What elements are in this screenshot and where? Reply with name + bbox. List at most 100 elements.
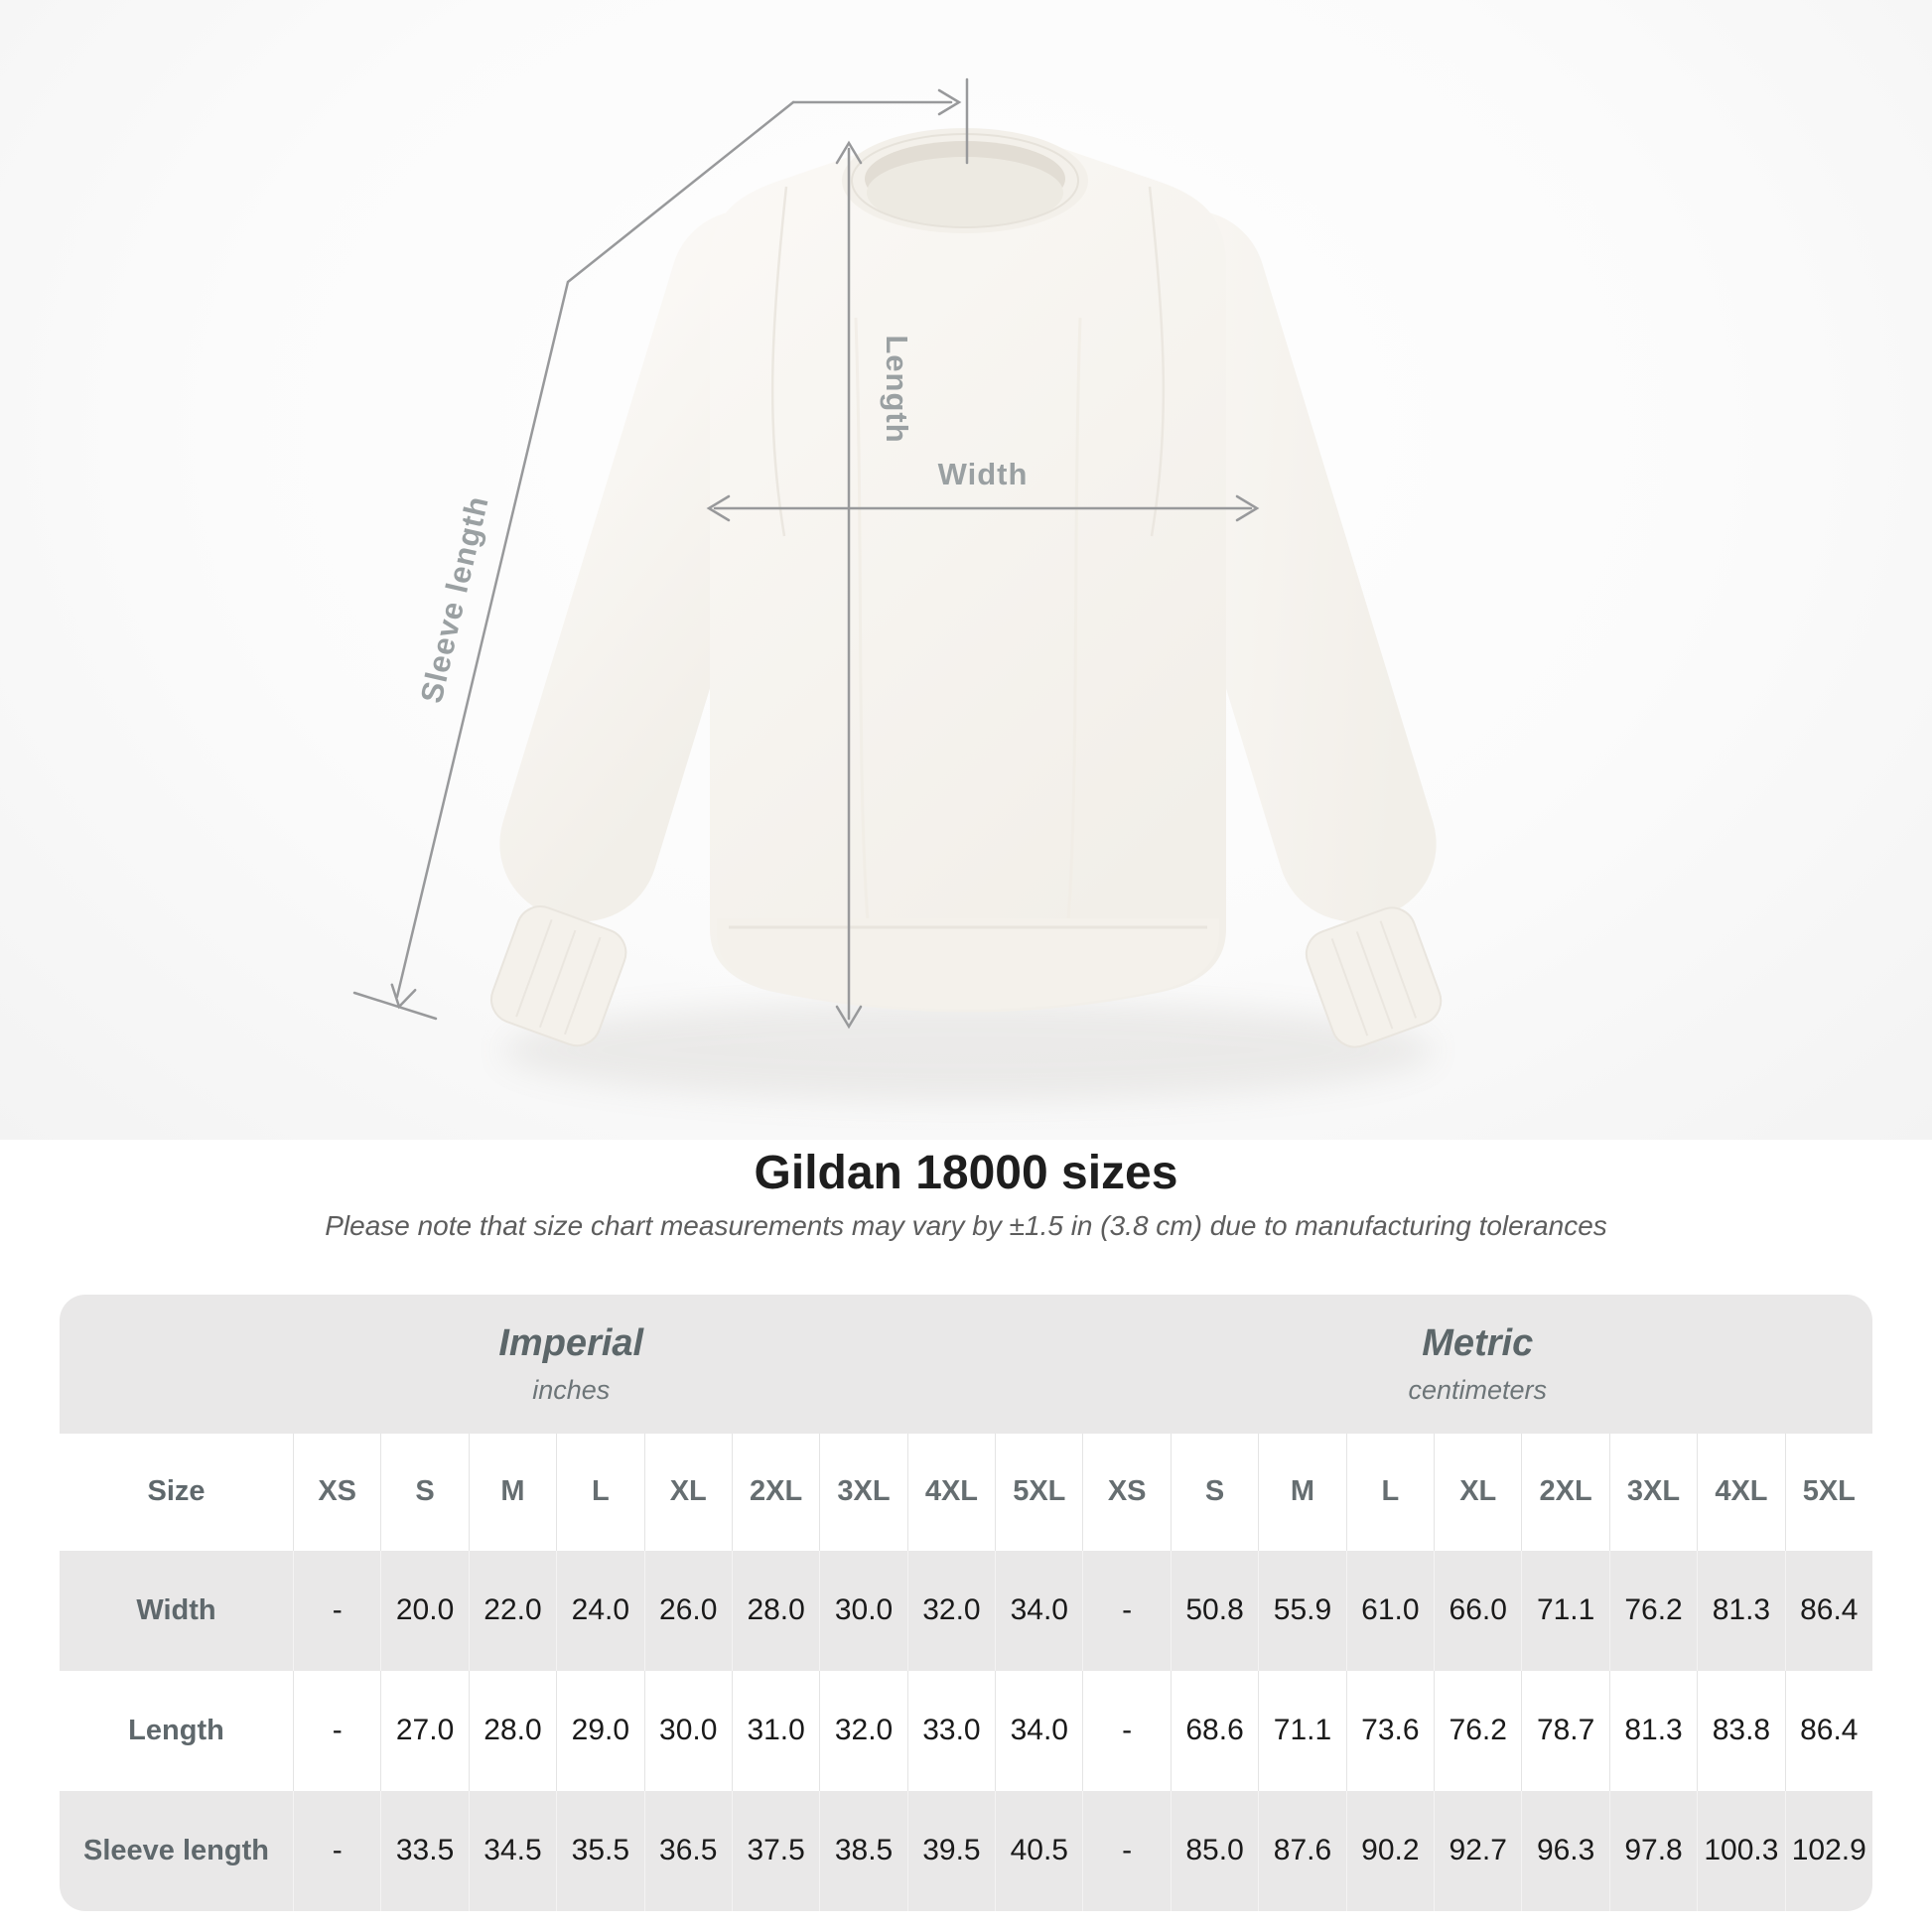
size-col-header-metric-5xl: 5XL <box>1784 1433 1872 1551</box>
value-cell: 38.5 <box>819 1790 906 1911</box>
size-col-header-imperial-xl: XL <box>643 1433 732 1551</box>
value-cell: 83.8 <box>1697 1670 1784 1791</box>
tolerance-note: Please note that size chart measurements… <box>325 1210 1607 1242</box>
unit-group-header-row: Imperial inches Metric centimeters <box>60 1294 1873 1434</box>
table-row-width: Width -20.0 22.0 24.0 26.0 28.0 30.0 32.0 34.0-5… <box>60 1550 1872 1671</box>
value-cell: 86.4 <box>1784 1670 1872 1791</box>
size-col-header-metric-2xl: 2XL <box>1521 1433 1608 1551</box>
value-cell: 68.6 <box>1170 1670 1258 1791</box>
sleeve-length-dimension-label: Sleeve length <box>414 492 495 706</box>
value-cell: 36.5 <box>643 1790 732 1911</box>
value-cell: 33.5 <box>380 1790 468 1911</box>
metric-unit-label: centimeters <box>1408 1374 1548 1405</box>
size-col-header-imperial-l: L <box>556 1433 643 1551</box>
row-label: Length <box>128 1714 224 1746</box>
collar <box>842 128 1088 233</box>
size-col-header-imperial-3xl: 3XL <box>819 1433 906 1551</box>
left-cuff <box>490 905 627 1047</box>
imperial-label: Imperial <box>498 1321 644 1364</box>
row-label: Sleeve length <box>83 1834 269 1866</box>
value-cell: 61.0 <box>1345 1550 1434 1671</box>
table-row-sleeve-length: Sleeve length -33.5 34.5 35.5 36.5 37.5 38.5 39… <box>60 1790 1872 1911</box>
value-cell: - <box>1082 1790 1170 1911</box>
value-cell: 55.9 <box>1258 1550 1345 1671</box>
value-cell: 33.0 <box>906 1670 995 1791</box>
size-col-header-imperial-4xl: 4XL <box>906 1433 995 1551</box>
value-cell: 28.0 <box>731 1550 819 1671</box>
value-cell: 22.0 <box>468 1550 556 1671</box>
value-cell: 78.7 <box>1521 1670 1608 1791</box>
value-cell: 37.5 <box>731 1790 819 1911</box>
right-cuff <box>1305 906 1443 1048</box>
size-col-header-imperial-2xl: 2XL <box>731 1433 819 1551</box>
value-cell: 20.0 <box>380 1550 468 1671</box>
size-col-header-imperial-5xl: 5XL <box>995 1433 1082 1551</box>
size-col-header-metric-4xl: 4XL <box>1697 1433 1784 1551</box>
size-col-header-metric-l: L <box>1345 1433 1434 1551</box>
row-label: Width <box>136 1593 216 1626</box>
size-col-header-metric-m: M <box>1258 1433 1345 1551</box>
value-cell: 81.3 <box>1697 1550 1784 1671</box>
value-cell: 28.0 <box>468 1670 556 1791</box>
value-cell: 34.5 <box>468 1790 556 1911</box>
size-col-header-metric-xl: XL <box>1434 1433 1521 1551</box>
imperial-unit-label: inches <box>532 1374 611 1405</box>
product-photo-area: Length Width Sleeve length <box>0 0 1932 1140</box>
size-table: Imperial inches Metric centimeters Size … <box>60 1294 1873 1911</box>
size-col-header-imperial-s: S <box>380 1433 468 1551</box>
size-header-label: Size <box>147 1475 206 1508</box>
value-cell: 50.8 <box>1170 1550 1258 1671</box>
width-dimension-line <box>706 494 1260 522</box>
value-cell: 30.0 <box>643 1670 732 1791</box>
value-cell: - <box>1082 1550 1170 1671</box>
value-cell: 97.8 <box>1608 1790 1697 1911</box>
group-header-metric: Metric centimeters <box>1083 1295 1873 1434</box>
garment-shadow <box>501 999 1435 1102</box>
sweatshirt-illustration <box>490 128 1443 1048</box>
size-header-row: Size XS S M L XL 2XL 3XL 4XL 5XL XS S M L XL 2XL 3XL 4XL… <box>60 1433 1872 1551</box>
value-cell: 32.0 <box>906 1550 995 1671</box>
value-cell: 102.9 <box>1784 1790 1872 1911</box>
value-cell: 73.6 <box>1345 1670 1434 1791</box>
value-cell: 24.0 <box>556 1550 643 1671</box>
value-cell: - <box>1082 1670 1170 1791</box>
value-cell: - <box>293 1550 380 1671</box>
value-cell: 34.0 <box>995 1550 1082 1671</box>
value-cell: 27.0 <box>380 1670 468 1791</box>
value-cell: 29.0 <box>556 1670 643 1791</box>
width-dimension-label: Width <box>938 457 1029 491</box>
value-cell: 86.4 <box>1784 1550 1872 1671</box>
value-cell: 35.5 <box>556 1790 643 1911</box>
value-cell: 32.0 <box>819 1670 906 1791</box>
value-cell: 71.1 <box>1521 1550 1608 1671</box>
value-cell: 76.2 <box>1608 1550 1697 1671</box>
value-cell: 96.3 <box>1521 1790 1608 1911</box>
value-cell: 76.2 <box>1434 1670 1521 1791</box>
length-dimension-label: Length <box>880 335 914 443</box>
size-col-header-metric-xs: XS <box>1082 1433 1170 1551</box>
size-col-header-imperial-m: M <box>468 1433 556 1551</box>
value-cell: 40.5 <box>995 1790 1082 1911</box>
sweatshirt-diagram: Length Width Sleeve length <box>352 77 1443 1102</box>
value-cell: 100.3 <box>1697 1790 1784 1911</box>
size-col-header-metric-3xl: 3XL <box>1608 1433 1697 1551</box>
sleeve-length-dimension-line <box>352 77 969 1021</box>
value-cell: 81.3 <box>1608 1670 1697 1791</box>
size-col-header-metric-s: S <box>1170 1433 1258 1551</box>
group-header-imperial: Imperial inches <box>60 1295 1083 1434</box>
value-cell: 87.6 <box>1258 1790 1345 1911</box>
value-cell: - <box>293 1790 380 1911</box>
value-cell: 31.0 <box>731 1670 819 1791</box>
hem-band <box>717 918 1219 1010</box>
body-panel <box>710 132 1226 1013</box>
page-title: Gildan 18000 sizes <box>754 1147 1178 1199</box>
length-dimension-line <box>835 140 863 1030</box>
value-cell: 92.7 <box>1434 1790 1521 1911</box>
value-cell: - <box>293 1670 380 1791</box>
metric-label: Metric <box>1422 1321 1534 1364</box>
table-row-length: Length -27.0 28.0 29.0 30.0 31.0 32.0 33.0 34.0-… <box>60 1670 1872 1791</box>
value-cell: 90.2 <box>1345 1790 1434 1911</box>
size-col-header-imperial-xs: XS <box>293 1433 380 1551</box>
value-cell: 66.0 <box>1434 1550 1521 1671</box>
value-cell: 30.0 <box>819 1550 906 1671</box>
